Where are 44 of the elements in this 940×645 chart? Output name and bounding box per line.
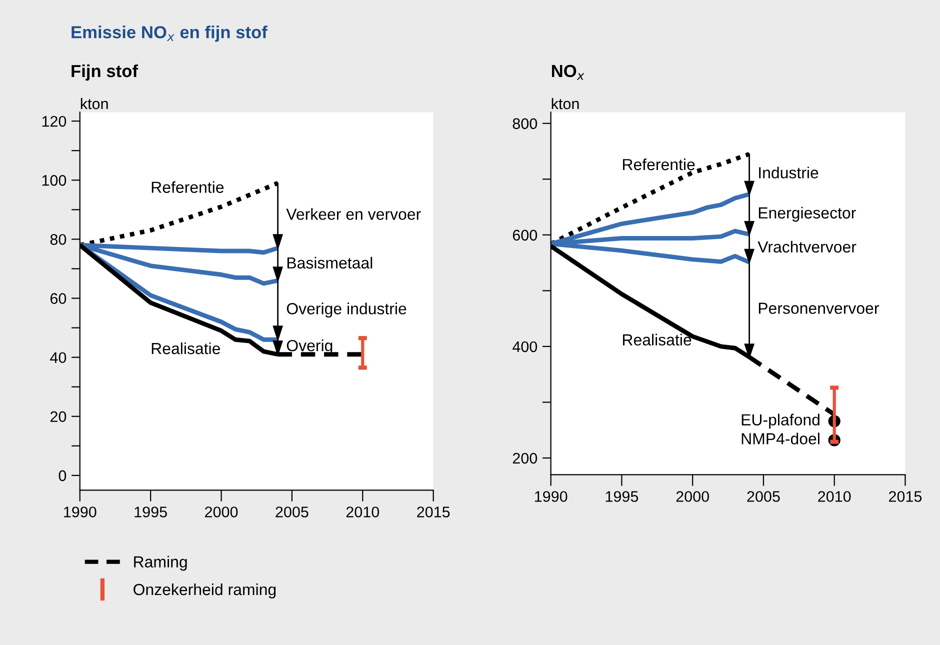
x-tick-label: 2015 bbox=[417, 506, 450, 518]
x-tick-label: 2015 bbox=[888, 491, 922, 502]
annotation: NMP4-doel bbox=[742, 432, 820, 444]
x-tick-label: 2005 bbox=[747, 491, 780, 502]
annotation: Referentie bbox=[623, 158, 695, 170]
legend-label: Raming bbox=[134, 556, 187, 571]
x-tick-label: 2010 bbox=[346, 506, 380, 518]
annotation: Referentie bbox=[152, 181, 224, 193]
y-axis-title: kton bbox=[80, 98, 108, 110]
x-tick-label: 1995 bbox=[606, 491, 638, 502]
y-tick-label: 60 bbox=[50, 293, 66, 304]
y-tick-label: 0 bbox=[58, 470, 66, 482]
y-tick-label: 800 bbox=[512, 118, 538, 130]
x-tick-label: 2010 bbox=[818, 491, 851, 502]
y-tick-label: 120 bbox=[42, 116, 66, 127]
y-axis-title: kton bbox=[552, 98, 579, 110]
annotation: Industrie bbox=[759, 166, 818, 178]
y-tick-label: 100 bbox=[42, 175, 66, 186]
y-tick-label: 600 bbox=[512, 230, 538, 241]
x-tick-label: 2000 bbox=[205, 506, 238, 518]
x-tick-label: 1990 bbox=[64, 506, 96, 518]
annotation: Realisatie bbox=[152, 342, 220, 354]
annotation: EU-plafond bbox=[742, 414, 820, 429]
chart-title: Emissie NO$_{x}$ en fijn stof bbox=[72, 26, 268, 42]
annotation: Energiesector bbox=[758, 206, 856, 222]
x-tick-label: 1990 bbox=[535, 491, 568, 502]
chart-title: NO$_{x}$ bbox=[552, 64, 584, 80]
annotation: Personenvervoer bbox=[758, 302, 879, 314]
y-tick-label: 40 bbox=[50, 352, 66, 364]
y-tick-label: 20 bbox=[50, 411, 66, 422]
legend-label: Onzekerheid raming bbox=[134, 583, 276, 598]
annotation: Verkeer en vervoer bbox=[286, 208, 421, 220]
x-tick-label: 2005 bbox=[276, 506, 308, 518]
annotation: Vrachtvervoer bbox=[758, 240, 856, 253]
x-tick-label: 2000 bbox=[676, 491, 709, 502]
chart-subtitle: Fijn stof bbox=[72, 64, 138, 81]
x-tick-label: 1995 bbox=[134, 506, 167, 518]
y-tick-label: 80 bbox=[50, 234, 66, 245]
annotation: Overige industrie bbox=[286, 302, 406, 318]
annotation: Realisatie bbox=[623, 334, 692, 346]
y-tick-label: 400 bbox=[512, 341, 538, 352]
annotation: Basismetaal bbox=[287, 256, 372, 269]
y-tick-label: 200 bbox=[512, 452, 538, 464]
annotation: Overig bbox=[286, 340, 332, 354]
